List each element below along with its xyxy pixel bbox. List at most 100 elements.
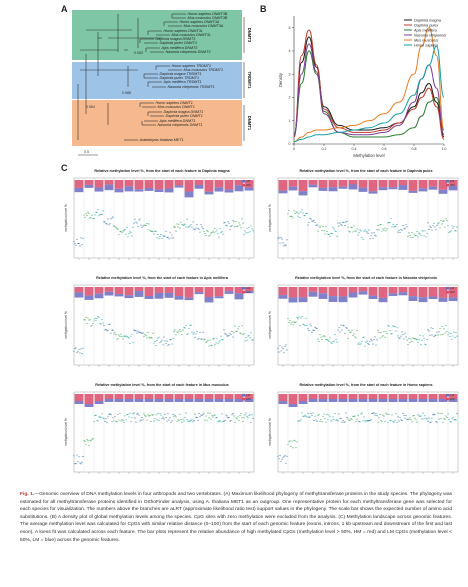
methylation-point [92, 218, 94, 220]
methylation-point [347, 226, 349, 228]
methylation-point [101, 318, 103, 320]
methylation-point [383, 331, 385, 333]
methylation-point [218, 236, 220, 238]
lm-bar [144, 187, 154, 191]
density-ytick-label: 2 [289, 96, 291, 100]
methylation-point [117, 413, 119, 416]
methylation-point [206, 341, 208, 343]
methylation-point [131, 235, 133, 237]
methylation-point [351, 227, 353, 229]
methylation-point [425, 344, 427, 346]
density-legend-label: Daphnia pulex [414, 23, 439, 27]
methylation-point [170, 421, 172, 423]
landscape-legend-label: HM [450, 183, 455, 187]
landscape-plot-title: Relative methylation level %, from the s… [95, 383, 229, 387]
methylation-point [81, 243, 83, 246]
methylation-point [405, 336, 407, 338]
methylation-point [225, 333, 227, 335]
methylation-point [81, 461, 83, 463]
methylation-point [422, 335, 424, 337]
methylation-point [245, 232, 247, 234]
methylation-point [177, 419, 179, 421]
methylation-point [155, 414, 157, 416]
methylation-point [294, 322, 296, 324]
methylation-point [75, 463, 77, 465]
methylation-point [182, 418, 184, 420]
methylation-point [325, 225, 327, 227]
methylation-point [309, 217, 311, 219]
methylation-point [398, 229, 400, 231]
hm-bar [154, 180, 164, 190]
methylation-point [86, 215, 88, 217]
landscape-ylabel: methylation level % [64, 311, 68, 339]
methylation-point [349, 231, 351, 233]
methylation-point [95, 414, 97, 416]
methylation-point [384, 420, 386, 422]
methylation-point [193, 332, 195, 334]
lm-bar [388, 399, 398, 402]
density-xlabel: Methylation level [353, 153, 384, 158]
methylation-point [194, 413, 196, 415]
methylation-point [306, 416, 308, 418]
lm-bar [124, 186, 134, 192]
methylation-point [221, 413, 223, 415]
methylation-point [189, 324, 191, 326]
methylation-point [81, 352, 83, 355]
lm-bar [244, 291, 254, 294]
methylation-point [283, 245, 285, 247]
methylation-point [306, 325, 308, 327]
methylation-point [296, 441, 298, 443]
hm-bar [378, 394, 388, 399]
hm-bar [348, 394, 358, 399]
methylation-point [424, 415, 426, 417]
methylation-point [237, 225, 239, 227]
density-xtick-label: 0.4 [352, 147, 357, 151]
lm-bar [288, 186, 298, 191]
methylation-point [122, 230, 124, 232]
methylation-point [320, 418, 322, 421]
methylation-point [114, 416, 116, 418]
methylation-point [368, 420, 370, 422]
lm-bar [184, 191, 194, 198]
hm-bar [438, 394, 448, 399]
methylation-point [356, 418, 358, 420]
methylation-point [226, 225, 228, 227]
methylation-point [102, 417, 104, 419]
methylation-point [300, 419, 302, 421]
methylation-point [193, 228, 195, 230]
methylation-point [419, 415, 421, 417]
methylation-point [444, 332, 446, 334]
methylation-point [200, 338, 202, 340]
methylation-point [380, 223, 382, 226]
methylation-point [325, 339, 327, 341]
methylation-point [248, 334, 250, 337]
methylation-point [210, 344, 212, 346]
methylation-point [340, 324, 342, 326]
lm-bar [448, 399, 458, 402]
methylation-point [395, 330, 397, 332]
methylation-point [178, 420, 180, 422]
methylation-point [203, 412, 205, 414]
methylation-point [95, 319, 97, 321]
methylation-point [212, 416, 214, 418]
methylation-point [303, 324, 305, 326]
methylation-point [291, 440, 293, 442]
methylation-point [153, 233, 155, 235]
methylation-point [451, 225, 453, 227]
methylation-point [243, 417, 245, 419]
methylation-point [124, 415, 126, 417]
methylation-point [144, 333, 146, 335]
methylation-point [88, 319, 90, 321]
tree-leaf-label: Daphnia pulex TRDMT1 [160, 76, 200, 80]
lm-bar [418, 399, 428, 402]
methylation-point [284, 244, 286, 246]
methylation-point [120, 333, 122, 335]
lm-bar [348, 399, 358, 402]
methylation-point [415, 338, 417, 340]
methylation-point [279, 242, 281, 244]
lm-bar [318, 293, 328, 299]
methylation-point [365, 421, 367, 423]
methylation-point [334, 413, 336, 415]
methylation-point [380, 331, 382, 334]
methylation-point [130, 335, 132, 337]
